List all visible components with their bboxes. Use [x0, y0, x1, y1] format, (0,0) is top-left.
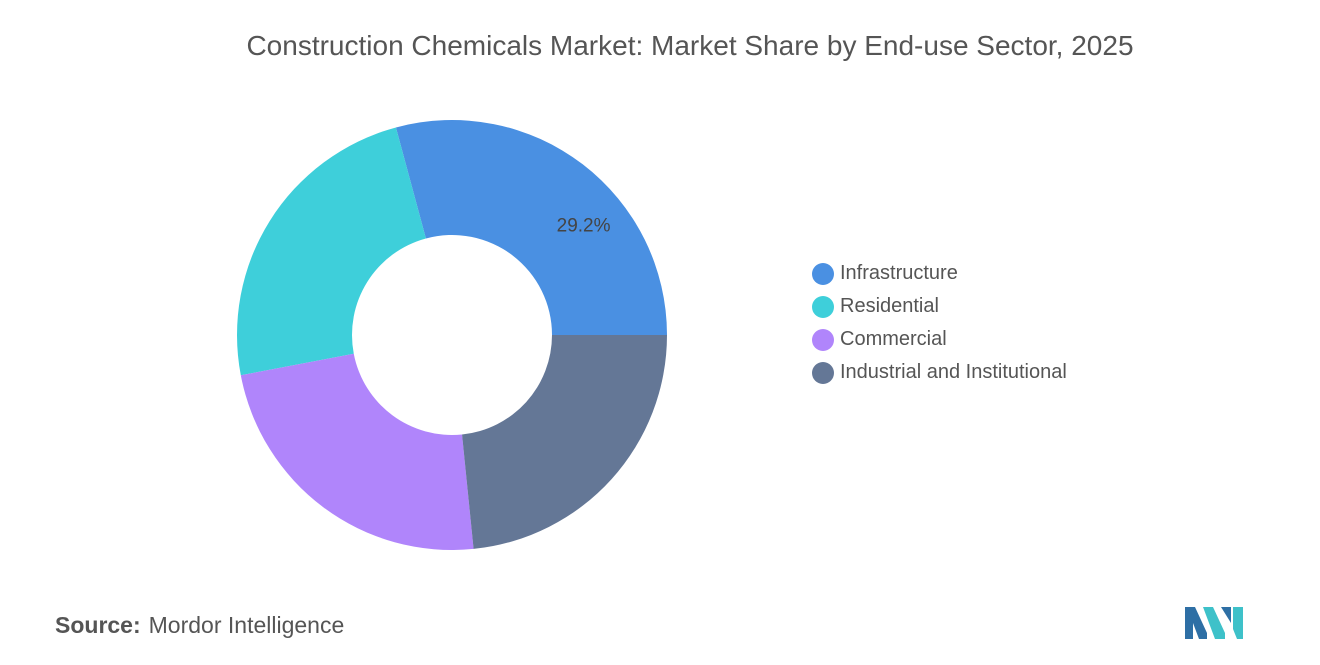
- chart-title: Construction Chemicals Market: Market Sh…: [246, 30, 1134, 61]
- legend-swatch: [812, 328, 834, 351]
- legend-label: Infrastructure: [840, 262, 958, 284]
- legend-item: Residential: [812, 290, 1067, 323]
- slice-industrial-and-institutional: [462, 335, 667, 549]
- legend-item: Commercial: [812, 323, 1067, 356]
- legend-item: Infrastructure: [812, 257, 1067, 290]
- source-note: Source: Mordor Intelligence: [55, 612, 344, 639]
- legend-label: Commercial: [840, 328, 947, 350]
- source-label: Source:: [55, 612, 141, 638]
- slice-infrastructure: [395, 119, 667, 335]
- legend-item: Industrial and Institutional: [812, 356, 1067, 389]
- slice-residential: [237, 127, 426, 376]
- slice-commercial: [240, 353, 474, 550]
- legend-label: Industrial and Institutional: [840, 361, 1067, 383]
- legend-swatch: [812, 361, 834, 384]
- source-text: Mordor Intelligence: [148, 612, 345, 638]
- legend-swatch: [812, 295, 834, 318]
- legend: Infrastructure Residential Commercial Indus…: [812, 257, 1067, 389]
- mordor-logo-icon: [1185, 607, 1243, 639]
- legend-swatch: [812, 262, 834, 285]
- data-label: 29.2%: [557, 215, 611, 236]
- legend-label: Residential: [840, 295, 939, 317]
